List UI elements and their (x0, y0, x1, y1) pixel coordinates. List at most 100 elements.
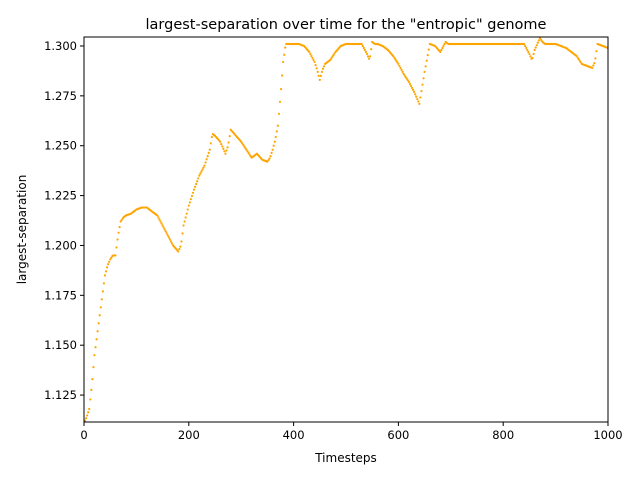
data-point (333, 52, 336, 55)
data-point (107, 263, 110, 266)
data-point (332, 54, 335, 57)
x-tick-label: 400 (283, 428, 305, 442)
data-point (533, 48, 536, 52)
data-point (524, 44, 527, 48)
data-point (98, 314, 101, 317)
data-point (594, 57, 597, 60)
data-point (115, 246, 118, 249)
data-point (268, 157, 271, 160)
data-point (205, 158, 208, 161)
data-point (92, 366, 95, 369)
data-point (366, 55, 370, 58)
data-point (425, 59, 428, 62)
data-point (114, 254, 117, 257)
data-point (538, 37, 541, 40)
data-point (416, 97, 419, 101)
data-point (165, 232, 168, 235)
data-point (523, 42, 526, 46)
data-point (440, 48, 443, 52)
data-point (403, 74, 406, 77)
data-point (104, 270, 108, 273)
data-point (399, 66, 402, 70)
data-point (202, 166, 205, 169)
data-point (180, 240, 183, 243)
data-point (204, 161, 207, 164)
data-point (94, 346, 97, 349)
data-point (203, 164, 206, 167)
data-point (404, 75, 407, 79)
data-point (200, 170, 203, 173)
data-point (109, 258, 112, 261)
data-point (283, 53, 286, 56)
data-point (593, 62, 596, 65)
data-point (531, 56, 534, 60)
data-point (414, 93, 417, 96)
x-tick-label: 800 (492, 428, 514, 442)
data-point (393, 56, 396, 59)
data-point (102, 282, 106, 285)
data-point (364, 50, 368, 54)
data-point (248, 153, 251, 156)
data-point (183, 220, 186, 223)
data-point (536, 41, 539, 44)
data-point (322, 65, 326, 68)
data-point (443, 42, 446, 46)
data-point (247, 151, 250, 154)
data-point (313, 60, 316, 64)
data-point (206, 154, 209, 158)
data-point (529, 55, 532, 58)
data-point (227, 141, 230, 144)
data-point (209, 142, 212, 145)
y-tick-label: 1.125 (44, 388, 77, 402)
data-point (424, 65, 427, 68)
y-tick-label: 1.225 (44, 189, 77, 203)
data-point (199, 172, 202, 175)
data-point (410, 86, 414, 89)
data-point (249, 154, 252, 158)
y-tick-label: 1.250 (44, 139, 77, 153)
data-point (426, 54, 429, 57)
y-tick-label: 1.300 (44, 39, 77, 53)
data-point (84, 419, 87, 422)
data-point (578, 59, 581, 62)
data-point (395, 59, 398, 62)
data-point (317, 74, 320, 77)
data-point (103, 274, 107, 277)
data-point (397, 62, 400, 66)
data-point (164, 230, 167, 233)
data-point (592, 64, 595, 67)
data-point (331, 55, 334, 58)
data-point (118, 226, 121, 229)
data-point (401, 70, 404, 74)
x-tick-label: 200 (178, 428, 200, 442)
data-point (97, 322, 100, 325)
data-point (89, 398, 92, 401)
data-point (245, 148, 248, 151)
data-point (201, 168, 204, 171)
y-tick-label: 1.175 (44, 288, 77, 302)
data-point (367, 57, 371, 60)
data-point (178, 247, 181, 251)
data-point (99, 306, 102, 309)
data-point (406, 79, 409, 82)
data-point (224, 152, 227, 155)
data-point (271, 148, 274, 151)
data-point (187, 204, 190, 207)
data-point (189, 198, 192, 201)
data-point (370, 48, 373, 51)
data-point (330, 57, 333, 60)
data-point (576, 56, 579, 59)
data-point (185, 212, 188, 215)
data-point (577, 58, 580, 61)
data-point (535, 44, 538, 47)
data-point (197, 177, 200, 180)
data-point (365, 52, 369, 56)
data-point (527, 50, 530, 54)
data-point (396, 61, 399, 64)
data-point (244, 147, 247, 150)
data-point (267, 158, 270, 162)
data-point (539, 38, 543, 41)
data-point (439, 50, 442, 54)
data-point (320, 70, 323, 74)
